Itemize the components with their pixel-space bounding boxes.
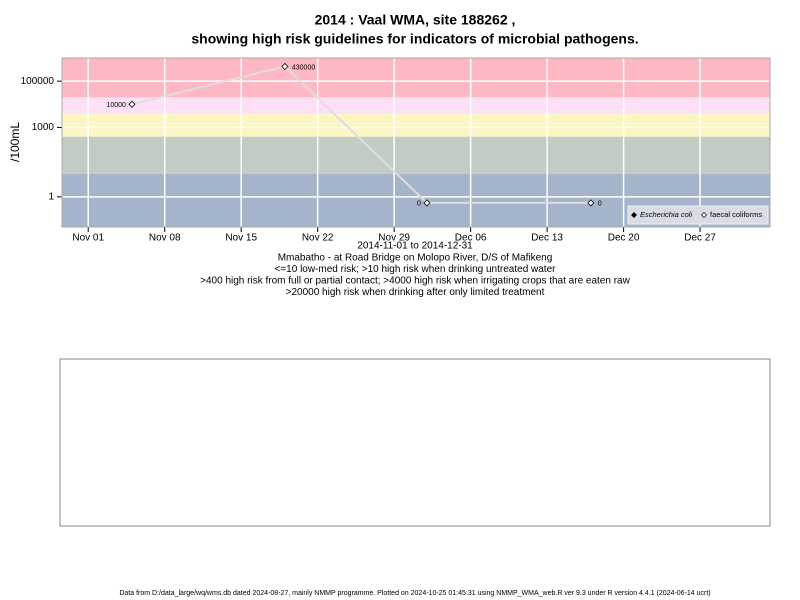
x-tick-label: Dec 13 bbox=[531, 233, 563, 244]
y-tick-label: 1 bbox=[48, 192, 54, 203]
note: Mmabatho - at Road Bridge on Molopo Rive… bbox=[278, 253, 553, 264]
legend-label: faecal coliforms bbox=[710, 210, 762, 219]
legend-box bbox=[627, 205, 769, 225]
data-point bbox=[281, 62, 289, 71]
chart-subtitle: showing high risk guidelines for indicat… bbox=[191, 31, 638, 47]
x-tick-label: Dec 06 bbox=[455, 233, 487, 244]
data-label: 0 bbox=[598, 201, 602, 208]
legend-marker bbox=[701, 212, 707, 218]
y-axis-label: /100mL bbox=[8, 122, 22, 162]
x-tick-label: Nov 01 bbox=[72, 233, 104, 244]
risk-band bbox=[62, 97, 770, 114]
series-line bbox=[131, 65, 591, 204]
y-tick-label: 1000 bbox=[32, 122, 55, 133]
empty-panel bbox=[59, 358, 771, 527]
risk-band bbox=[62, 136, 770, 174]
data-label: 0 bbox=[417, 201, 421, 208]
note: >20000 high risk when drinking after onl… bbox=[286, 287, 545, 298]
data-point bbox=[587, 199, 595, 207]
note: <=10 low-med risk; >10 high risk when dr… bbox=[275, 264, 557, 275]
data-point bbox=[423, 199, 431, 207]
x-tick-label: Nov 22 bbox=[302, 233, 334, 244]
data-label: 10000 bbox=[106, 102, 126, 109]
risk-band bbox=[62, 113, 770, 137]
x-axis-label: 2014-11-01 to 2014-12-31 bbox=[357, 241, 473, 252]
x-tick-label: Nov 08 bbox=[149, 233, 181, 244]
risk-band bbox=[62, 58, 770, 98]
y-tick-label: 100000 bbox=[21, 76, 55, 87]
legend-label: Escherichia coli bbox=[640, 210, 692, 219]
note: >400 high risk from full or partial cont… bbox=[200, 276, 630, 287]
x-tick-label: Nov 29 bbox=[378, 233, 410, 244]
footer: Data from D:/data_large/wq/wms.db dated … bbox=[119, 590, 710, 597]
data-point bbox=[128, 100, 136, 108]
x-tick-label: Dec 27 bbox=[684, 233, 716, 244]
legend-marker bbox=[631, 212, 637, 218]
data-label: 430000 bbox=[292, 64, 315, 71]
x-tick-label: Nov 15 bbox=[225, 233, 257, 244]
plot-frame bbox=[61, 57, 771, 228]
chart-title: 2014 : Vaal WMA, site 188262 , bbox=[315, 12, 516, 28]
x-tick-label: Dec 20 bbox=[608, 233, 640, 244]
